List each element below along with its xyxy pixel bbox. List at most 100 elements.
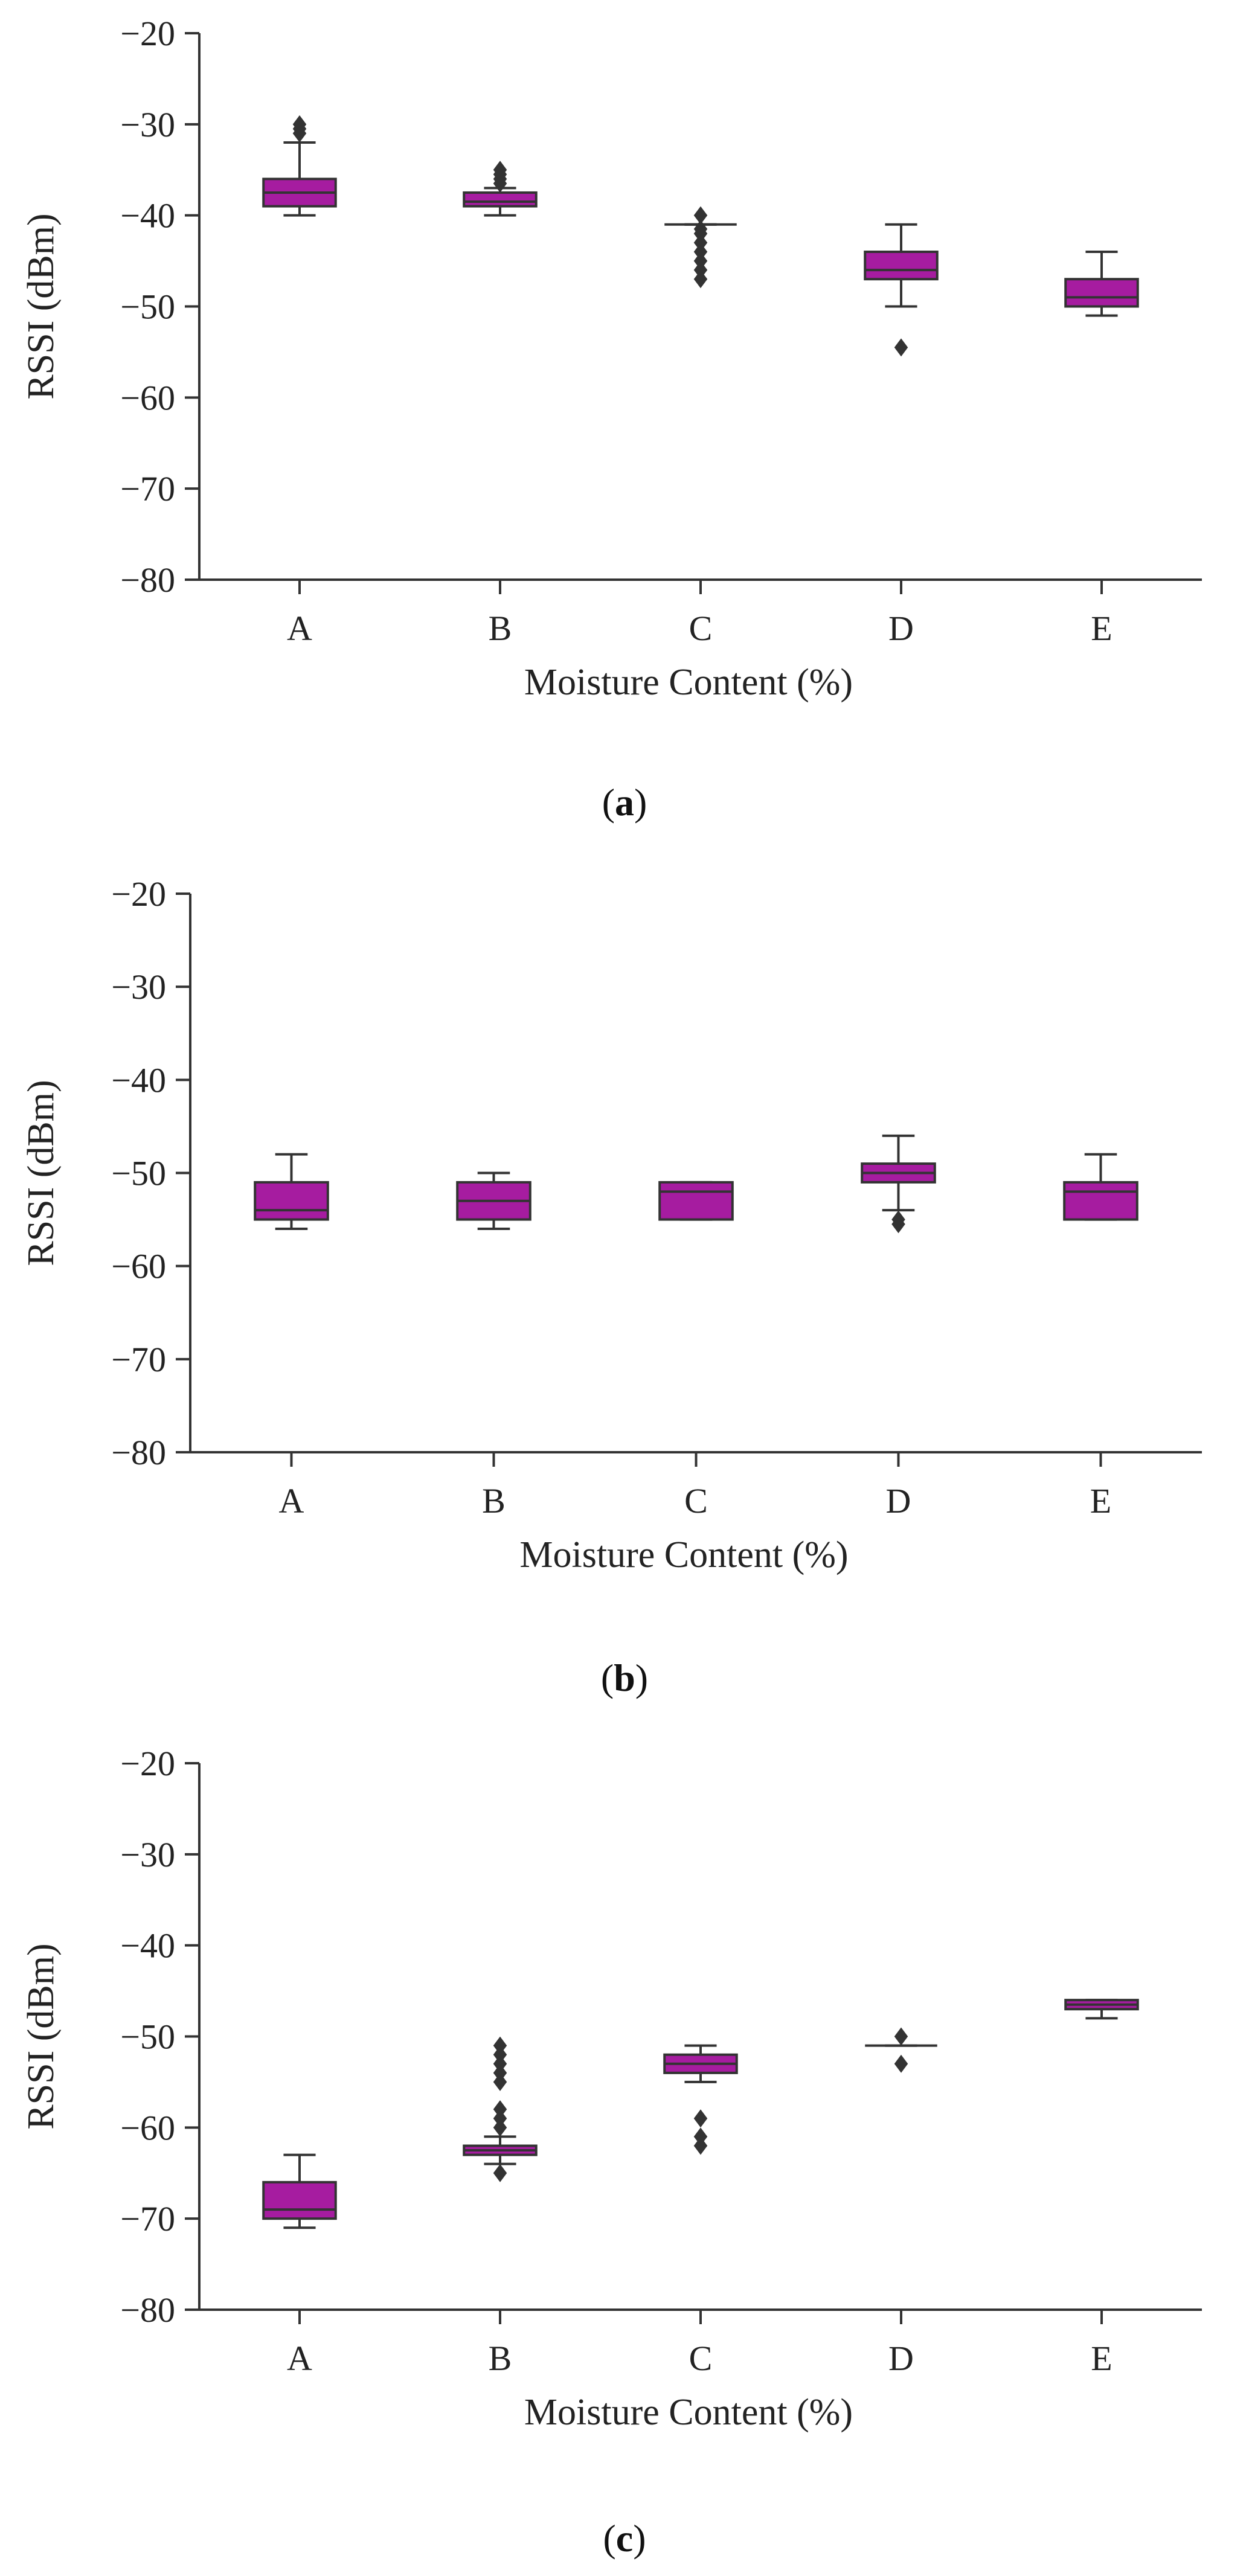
outlier-point [493, 2118, 507, 2137]
y-axis-label: RSSI (dBm) [21, 1943, 62, 2129]
outlier-point [891, 1215, 905, 1234]
outlier-point [292, 124, 307, 143]
outlier-point [693, 206, 708, 225]
box-c-A [262, 2153, 337, 2229]
outlier-point [493, 2045, 507, 2064]
y-tick-label: −40 [111, 1060, 166, 1100]
box-iqr [463, 191, 538, 208]
x-axis-label: Moisture Content (%) [524, 2392, 853, 2433]
box-b-D [861, 1134, 936, 1234]
box-c-D [865, 2027, 937, 2073]
y-tick-label: −70 [120, 469, 175, 508]
box-a-A [262, 115, 337, 217]
box-c-C [663, 2044, 738, 2155]
x-tick-label: A [287, 2339, 312, 2378]
caption-letter: b [614, 1656, 635, 1699]
outlier-point [493, 2109, 507, 2128]
box-c-E [1064, 1999, 1139, 2020]
y-tick-label: −80 [111, 1433, 166, 1472]
outlier-point [693, 2109, 708, 2128]
y-tick-label: −30 [120, 105, 175, 144]
caption-letter: c [616, 2517, 633, 2560]
x-tick-label: A [287, 609, 312, 648]
outlier-point [894, 2054, 908, 2073]
box-iqr [1063, 1181, 1138, 1221]
caption-open-paren: ( [601, 1656, 614, 1699]
caption-open-paren: ( [603, 2517, 615, 2560]
y-tick-label: −20 [120, 14, 175, 53]
outlier-point [894, 338, 908, 357]
box-iqr [254, 1181, 329, 1221]
y-tick-label: −20 [111, 874, 166, 914]
outlier-point [894, 2027, 908, 2046]
outlier-point [493, 2063, 507, 2082]
box-iqr [658, 1181, 734, 1221]
caption-open-paren: ( [602, 781, 615, 824]
y-tick-label: −30 [111, 967, 166, 1007]
y-tick-label: −70 [120, 2199, 175, 2238]
outlier-point [493, 2036, 507, 2055]
y-tick-label: −30 [120, 1835, 175, 1874]
outlier-point [493, 2164, 507, 2182]
x-tick-label: E [1091, 2339, 1112, 2378]
y-tick-label: −40 [120, 196, 175, 235]
x-tick-label: E [1091, 609, 1112, 648]
y-axis-label: RSSI (dBm) [21, 1080, 62, 1266]
outlier-point [693, 261, 708, 280]
outlier-point [693, 2127, 708, 2146]
y-tick-label: −50 [120, 287, 175, 327]
box-iqr [262, 2180, 337, 2220]
x-axis-label: Moisture Content (%) [519, 1534, 848, 1575]
outlier-point [693, 243, 708, 261]
box-b-A [254, 1153, 329, 1230]
y-tick-label: −20 [120, 1744, 175, 1783]
outlier-point [693, 2136, 708, 2155]
y-tick-label: −60 [120, 2108, 175, 2147]
outlier-point [693, 252, 708, 271]
outlier-point [493, 2054, 507, 2073]
box-iqr [1064, 278, 1139, 308]
y-axis-label: RSSI (dBm) [21, 213, 62, 399]
x-axis-label: Moisture Content (%) [524, 662, 853, 703]
outlier-point [493, 2072, 507, 2091]
outlier-point [493, 174, 507, 193]
y-tick-label: −80 [120, 560, 175, 600]
panel-caption: (c) [603, 2517, 646, 2560]
box-a-E [1064, 251, 1139, 317]
x-tick-label: C [689, 2339, 713, 2378]
x-tick-label: C [689, 609, 713, 648]
box-b-C [658, 1181, 734, 1221]
y-tick-label: −80 [120, 2290, 175, 2330]
y-tick-label: −60 [111, 1247, 166, 1286]
chart-panel-a: −20 −30 −40 −50 −60 −70 −80 A B C D E Moisture Conte… [21, 14, 1202, 824]
x-tick-label: B [482, 1481, 506, 1520]
outlier-point [693, 233, 708, 252]
chart-panel-b: −20 −30 −40 −50 −60 −70 −80 A B C D E Moisture Conte… [21, 874, 1202, 1699]
box-a-B [463, 161, 538, 217]
x-tick-label: C [684, 1481, 708, 1520]
caption-close-paren: ) [634, 781, 647, 824]
outlier-point [693, 270, 708, 289]
outlier-point [693, 224, 708, 243]
y-tick-label: −40 [120, 1926, 175, 1966]
chart-panel-c: −20 −30 −40 −50 −60 −70 −80 A B C D E Moisture Conte… [21, 1744, 1202, 2560]
panel-caption: (a) [602, 781, 647, 824]
y-tick-label: −60 [120, 378, 175, 417]
box-b-B [456, 1171, 531, 1230]
x-tick-label: D [888, 609, 914, 648]
box-iqr [864, 251, 939, 281]
y-tick-label: −50 [111, 1154, 166, 1193]
x-tick-label: D [888, 2339, 914, 2378]
x-tick-label: B [489, 2339, 512, 2378]
box-b-E [1063, 1153, 1138, 1221]
y-tick-label: −50 [120, 2017, 175, 2057]
caption-close-paren: ) [635, 1656, 648, 1699]
caption-letter: a [615, 781, 634, 824]
x-tick-label: A [279, 1481, 304, 1520]
box-a-C [664, 206, 737, 289]
caption-close-paren: ) [633, 2517, 646, 2560]
box-a-D [864, 223, 939, 357]
box-c-B [463, 2036, 538, 2182]
